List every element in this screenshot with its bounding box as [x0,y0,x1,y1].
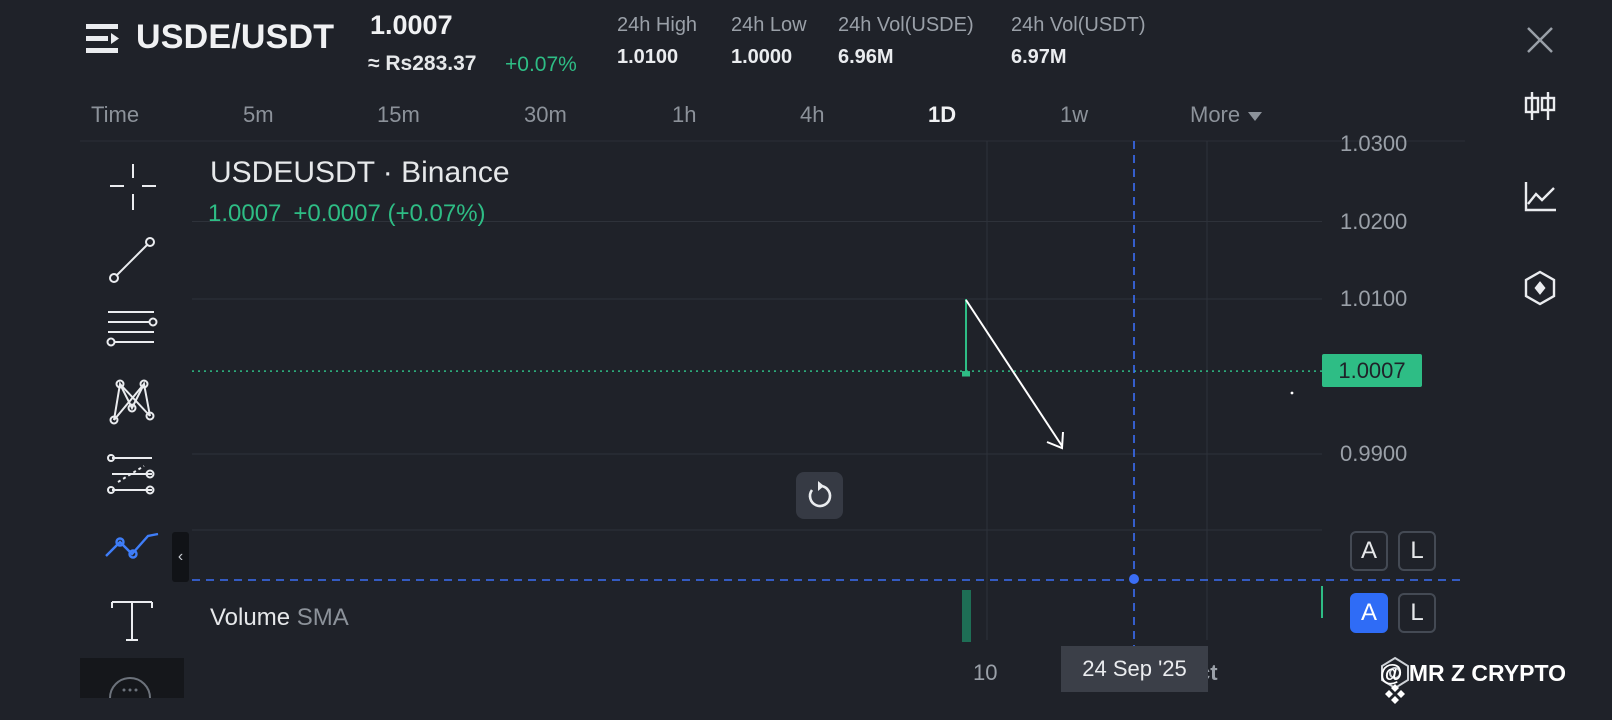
line-chart-icon[interactable] [1520,176,1560,216]
time-tick: 10 [973,660,998,685]
crosshair-date-label: 24 Sep '25 [1061,646,1208,692]
volume-sma-label: SMA [296,604,349,631]
stat-label-24h-vol-base: 24h Vol(USDE) [838,14,974,36]
stat-value-24h-high: 1.0100 [617,46,679,68]
watermark-text: @ MR Z CRYPTO [1380,660,1566,686]
stat-value-24h-vol-base: 6.96M [838,46,894,68]
stat-label-24h-low: 24h Low [731,14,807,36]
drawn-arrow [965,299,1064,450]
volume-log-scale-button[interactable]: L [1398,593,1436,633]
tab-5m[interactable]: 5m [243,102,274,127]
price-tick: 1.0300 [1340,131,1408,156]
stat-label-24h-vol-quote: 24h Vol(USDT) [1011,14,1146,36]
log-scale-button[interactable]: L [1398,531,1436,571]
forecast-tool-icon[interactable] [100,520,164,580]
price-tick: 0.9900 [1340,441,1408,466]
pattern-tool-icon[interactable] [100,372,164,432]
more-tools-icon [109,677,151,698]
stat-value-24h-low: 1.0000 [731,46,793,68]
stat-value-24h-vol-quote: 6.97M [1011,46,1067,68]
tab-30m[interactable]: 30m [524,102,567,127]
more-tools-panel[interactable] [80,658,184,698]
volume-name: Volume [210,604,291,631]
marker-dot [1290,391,1294,395]
caret-down-icon [1248,111,1263,121]
collapse-toolbar-tab[interactable]: ‹ [172,532,189,582]
tab-4h[interactable]: 4h [800,102,825,127]
volume-auto-scale-button[interactable]: A [1350,593,1388,633]
candles [962,299,970,377]
text-tool-icon[interactable] [100,592,164,652]
tab-15m[interactable]: 15m [377,102,420,127]
stat-label-24h-high: 24h High [617,14,698,36]
pair-title[interactable]: USDE/USDT [136,18,335,56]
legend-change: +0.0007 (+0.07%) [293,200,486,227]
last-price: 1.0007 [370,10,453,40]
symbol-title: USDEUSDT · Binance [210,156,510,189]
chevron-left-icon: ‹ [177,548,184,565]
crosshair-tool-icon[interactable] [100,158,164,218]
candlestick-icon[interactable] [1520,86,1560,126]
close-icon[interactable] [1522,22,1558,58]
indicator-settings-icon[interactable] [1520,268,1560,308]
tab-1d[interactable]: 1D [928,102,957,127]
price-tick: 1.0200 [1340,208,1408,234]
fib-tool-icon[interactable] [100,446,164,506]
price-grid [192,221,1322,531]
volume-edge-bar [1321,586,1323,618]
fiat-price: ≈ Rs283.37 [368,52,477,75]
current-price-tag: 1.0007 [1322,354,1422,387]
tab-1w[interactable]: 1w [1060,102,1089,127]
volume-bar [962,590,971,642]
menu-icon[interactable] [86,22,122,56]
refresh-icon [808,484,832,508]
more-timeframes-dropdown[interactable]: More [1190,102,1263,128]
candle-body [962,371,970,377]
price-tick: 1.0100 [1340,286,1408,311]
tab-time[interactable]: Time [91,102,140,127]
tab-1h[interactable]: 1h [672,102,697,127]
legend-close: 1.0007 [208,200,282,227]
reset-chart-button[interactable] [796,472,843,519]
price-change-pct: +0.07% [505,53,577,76]
watermark-logo-icon [1381,656,1409,704]
more-label: More [1190,102,1241,127]
horizontal-lines-tool-icon[interactable] [100,300,164,360]
ohlc-legend: 1.0007 +0.0007 (+0.07%) [208,200,486,228]
crosshair-point [1129,574,1139,584]
volume-indicator-label[interactable]: Volume SMA [210,604,349,632]
auto-scale-button[interactable]: A [1350,531,1388,571]
trend-line-tool-icon[interactable] [100,230,164,290]
